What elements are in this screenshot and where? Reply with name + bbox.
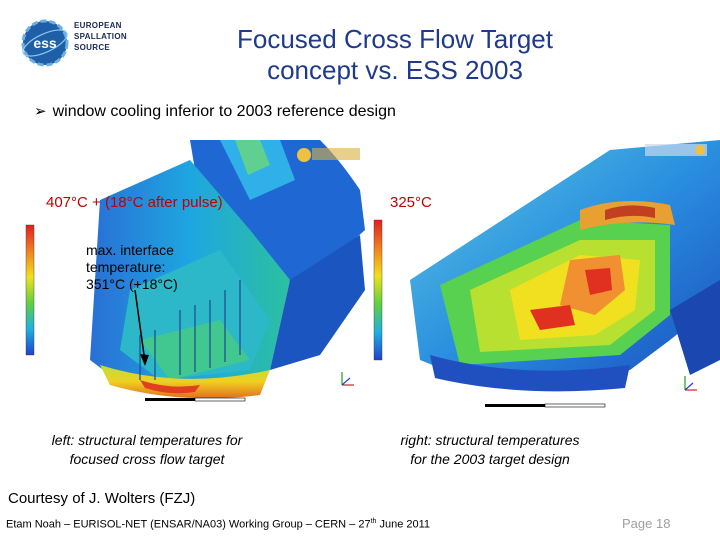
annotation-line-1: max. interface — [86, 242, 174, 258]
ess-logo-icon: ess — [21, 19, 69, 67]
scale-bar-left — [145, 397, 246, 402]
left-simulation-image — [20, 140, 372, 410]
logo-text: EUROPEAN SPALLATION SOURCE — [74, 20, 127, 53]
scale-bar-right — [485, 403, 606, 408]
footer-text-date: June 2011 — [376, 518, 431, 531]
ess-logo: ess EUROPEAN SPALLATION SOURCE — [20, 18, 130, 70]
annotation-line-2: temperature: — [86, 259, 166, 275]
logo-line-2: SPALLATION — [74, 32, 127, 41]
footer-superscript: th — [370, 518, 377, 525]
left-thermal-plot — [25, 140, 365, 402]
right-caption: right: structural temperatures for the 2… — [370, 431, 610, 469]
logo-line-3: SOURCE — [74, 43, 111, 52]
slide-title: Focused Cross Flow Target concept vs. ES… — [180, 24, 610, 86]
right-max-temperature-label: 325°C — [390, 194, 432, 211]
page-number: Page 18 — [622, 516, 671, 531]
interface-arrow — [134, 289, 146, 363]
ansys-logo-left — [297, 148, 360, 162]
ansys-logo-right — [645, 144, 707, 156]
courtesy-note: Courtesy of J. Wolters (FZJ) — [8, 490, 196, 507]
left-caption: left: structural temperatures for focuse… — [32, 431, 262, 469]
left-caption-line-2: focused cross flow target — [69, 451, 225, 467]
bullet-text: window cooling inferior to 2003 referenc… — [52, 103, 396, 120]
left-caption-line-1: left: structural temperatures for — [51, 432, 243, 448]
footer-text: Etam Noah – EURISOL-NET (ENSAR/NA03) Wor… — [6, 518, 430, 531]
annotation-line-3: 351°C (+18°C) — [86, 276, 178, 292]
title-line-1: Focused Cross Flow Target — [237, 24, 553, 54]
logo-mark: ess — [33, 35, 57, 51]
bullet-point: ➢ window cooling inferior to 2003 referen… — [34, 102, 396, 121]
logo-line-1: EUROPEAN — [74, 21, 122, 30]
right-simulation-image — [370, 140, 720, 415]
footer-text-main: Etam Noah – EURISOL-NET (ENSAR/NA03) Wor… — [6, 518, 371, 531]
interface-temperature-annotation: max. interface temperature: 351°C (+18°C… — [86, 242, 178, 293]
arrow-bullet-icon: ➢ — [34, 103, 47, 120]
left-max-temperature-label: 407°C + (18°C after pulse) — [46, 194, 223, 211]
axes-triad-right — [684, 376, 697, 391]
right-thermal-plot — [373, 140, 720, 408]
right-caption-line-1: right: structural temperatures — [400, 432, 580, 448]
axes-triad-left — [341, 372, 354, 386]
right-caption-line-2: for the 2003 target design — [410, 451, 570, 467]
title-line-2: concept vs. ESS 2003 — [267, 55, 523, 85]
